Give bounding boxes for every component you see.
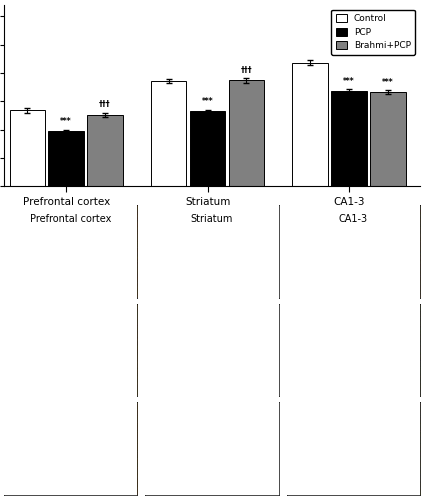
Text: ***: *** bbox=[343, 77, 355, 86]
Text: B: B bbox=[11, 210, 19, 220]
Text: G: G bbox=[152, 406, 161, 416]
Bar bbox=[48, 132, 84, 186]
Bar bbox=[87, 115, 123, 186]
Bar bbox=[370, 92, 406, 186]
Text: E: E bbox=[152, 210, 160, 220]
Text: C: C bbox=[11, 308, 19, 318]
Bar bbox=[10, 110, 45, 186]
Text: ***: *** bbox=[202, 98, 213, 106]
Bar bbox=[151, 81, 187, 186]
Text: ***: *** bbox=[382, 78, 394, 86]
Text: D: D bbox=[11, 406, 20, 416]
Text: J: J bbox=[293, 406, 297, 416]
Text: CA1-3: CA1-3 bbox=[339, 214, 368, 224]
Bar bbox=[293, 63, 328, 186]
Text: †††: ††† bbox=[99, 100, 111, 109]
Bar bbox=[331, 91, 367, 186]
Text: I: I bbox=[293, 308, 297, 318]
Text: Prefrontal cortex: Prefrontal cortex bbox=[30, 214, 112, 224]
Bar bbox=[190, 112, 225, 186]
Legend: Control, PCP, Brahmi+PCP: Control, PCP, Brahmi+PCP bbox=[331, 10, 415, 55]
Bar bbox=[229, 80, 264, 186]
Text: †††: ††† bbox=[241, 66, 252, 74]
Text: ***: *** bbox=[60, 117, 72, 126]
Text: H: H bbox=[293, 210, 302, 220]
Text: F: F bbox=[152, 308, 159, 318]
Text: Striatum: Striatum bbox=[191, 214, 233, 224]
